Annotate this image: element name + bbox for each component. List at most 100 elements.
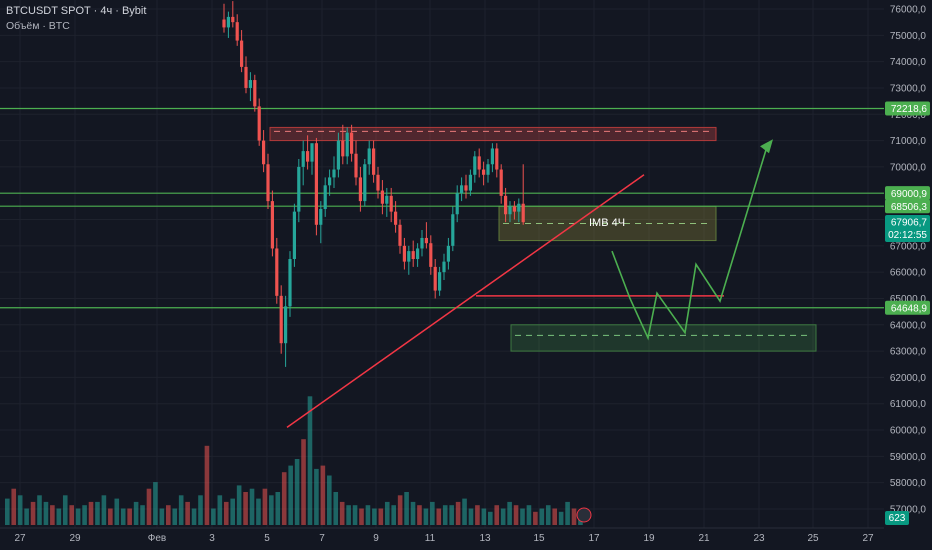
candle-body[interactable] bbox=[350, 132, 354, 154]
candle-body[interactable] bbox=[222, 19, 226, 28]
candle-body[interactable] bbox=[411, 251, 415, 259]
candle-body[interactable] bbox=[446, 245, 450, 262]
candle-body[interactable] bbox=[292, 211, 296, 259]
candle-body[interactable] bbox=[521, 203, 525, 223]
candle-body[interactable] bbox=[438, 272, 442, 291]
candle-body[interactable] bbox=[451, 214, 455, 246]
candle-body[interactable] bbox=[504, 195, 508, 215]
candle-body[interactable] bbox=[266, 164, 270, 202]
candle-body[interactable] bbox=[420, 237, 424, 249]
candle-body[interactable] bbox=[486, 164, 490, 175]
candle-body[interactable] bbox=[380, 190, 384, 204]
candle-body[interactable] bbox=[345, 132, 349, 157]
candle-body[interactable] bbox=[270, 201, 274, 249]
candle-body[interactable] bbox=[310, 143, 314, 162]
candle-body[interactable] bbox=[416, 248, 420, 259]
drawings bbox=[286, 139, 773, 523]
candle-body[interactable] bbox=[398, 224, 402, 246]
candle-body[interactable] bbox=[433, 266, 437, 291]
candle-body[interactable] bbox=[240, 40, 244, 67]
candle-body[interactable] bbox=[455, 193, 459, 215]
candle-body[interactable] bbox=[468, 174, 472, 191]
candle-body[interactable] bbox=[358, 177, 362, 202]
volume-bar bbox=[462, 498, 467, 525]
candle-body[interactable] bbox=[367, 148, 371, 165]
price-badges: 72218,6 69000,9 68506,3 64648,9 67906,7 02:12… bbox=[885, 101, 930, 525]
symbol-title[interactable]: BTCUSDT SPOT · 4ч · Bybit bbox=[6, 5, 147, 17]
volume-bar bbox=[384, 501, 390, 525]
price-tick-label: 61000,0 bbox=[890, 399, 927, 410]
price-tick-label: 58000,0 bbox=[890, 478, 927, 489]
candle-body[interactable] bbox=[231, 16, 235, 23]
candle-body[interactable] bbox=[442, 261, 446, 273]
time-tick-label: 25 bbox=[807, 533, 819, 544]
volume-bar bbox=[333, 492, 339, 525]
candle-body[interactable] bbox=[314, 143, 318, 225]
candle-body[interactable] bbox=[429, 243, 433, 267]
volume-bar bbox=[178, 495, 184, 525]
volume-bar bbox=[455, 501, 461, 525]
candle-body[interactable] bbox=[495, 148, 499, 170]
candle-body[interactable] bbox=[257, 106, 261, 141]
candle-body[interactable] bbox=[279, 295, 283, 344]
volume-bar bbox=[62, 495, 68, 525]
candle-body[interactable] bbox=[226, 16, 230, 28]
candle-body[interactable] bbox=[372, 148, 376, 175]
volume-bar bbox=[11, 488, 17, 525]
candle-body[interactable] bbox=[482, 169, 486, 175]
time-tick-label: 13 bbox=[479, 533, 491, 544]
candle-body[interactable] bbox=[306, 151, 310, 162]
candle-body[interactable] bbox=[336, 140, 340, 170]
price-axis[interactable]: 76000,075000,074000,073000,072000,071000… bbox=[884, 0, 932, 550]
time-axis[interactable]: 27 29 Фев 3 5 7 9 11 13 15 17 19 21 23 25 27 bbox=[0, 527, 884, 550]
volume-bar bbox=[172, 508, 178, 525]
candle-body[interactable] bbox=[363, 164, 367, 202]
candle-body[interactable] bbox=[407, 251, 411, 262]
candle-body[interactable] bbox=[341, 140, 345, 157]
candle-body[interactable] bbox=[284, 306, 288, 344]
candle-body[interactable] bbox=[288, 259, 292, 307]
candle-body[interactable] bbox=[512, 206, 516, 212]
candle-body[interactable] bbox=[473, 156, 477, 175]
candle-body[interactable] bbox=[376, 174, 380, 191]
volume-bar bbox=[301, 439, 306, 525]
candles[interactable] bbox=[222, 1, 525, 367]
candle-body[interactable] bbox=[253, 80, 257, 107]
candle-body[interactable] bbox=[328, 177, 332, 186]
volume-legend[interactable]: Объём · BTC bbox=[6, 20, 70, 32]
candle-body[interactable] bbox=[297, 166, 301, 212]
candle-body[interactable] bbox=[460, 185, 464, 194]
candle-body[interactable] bbox=[332, 169, 336, 178]
candle-body[interactable] bbox=[323, 185, 327, 209]
candle-body[interactable] bbox=[508, 206, 512, 215]
price-tick-label: 62000,0 bbox=[890, 373, 927, 384]
candle-body[interactable] bbox=[499, 169, 503, 196]
candle-body[interactable] bbox=[275, 248, 279, 296]
candle-body[interactable] bbox=[244, 66, 248, 88]
volume-bar bbox=[153, 482, 158, 525]
price-tick-label: 60000,0 bbox=[890, 426, 927, 437]
candle-body[interactable] bbox=[490, 148, 494, 165]
candle-body[interactable] bbox=[248, 80, 252, 88]
candle-body[interactable] bbox=[385, 195, 389, 204]
candle-body[interactable] bbox=[354, 153, 358, 178]
candle-body[interactable] bbox=[477, 156, 481, 170]
candle-body[interactable] bbox=[235, 22, 239, 41]
candle-body[interactable] bbox=[464, 185, 468, 191]
candle-body[interactable] bbox=[319, 209, 323, 225]
candle-body[interactable] bbox=[394, 211, 398, 225]
candle-body[interactable] bbox=[389, 195, 393, 212]
candle-body[interactable] bbox=[517, 203, 521, 212]
time-tick-label: Фев bbox=[148, 533, 166, 544]
price-tick-label: 67000,0 bbox=[890, 241, 927, 252]
time-tick-label: 17 bbox=[588, 533, 600, 544]
volume-bar bbox=[346, 505, 351, 525]
candle-body[interactable] bbox=[402, 245, 406, 262]
candle-body[interactable] bbox=[262, 140, 266, 165]
volume-bar bbox=[488, 511, 493, 525]
volume-bar bbox=[288, 465, 293, 525]
candle-body[interactable] bbox=[301, 151, 305, 167]
candle-body[interactable] bbox=[424, 237, 428, 244]
